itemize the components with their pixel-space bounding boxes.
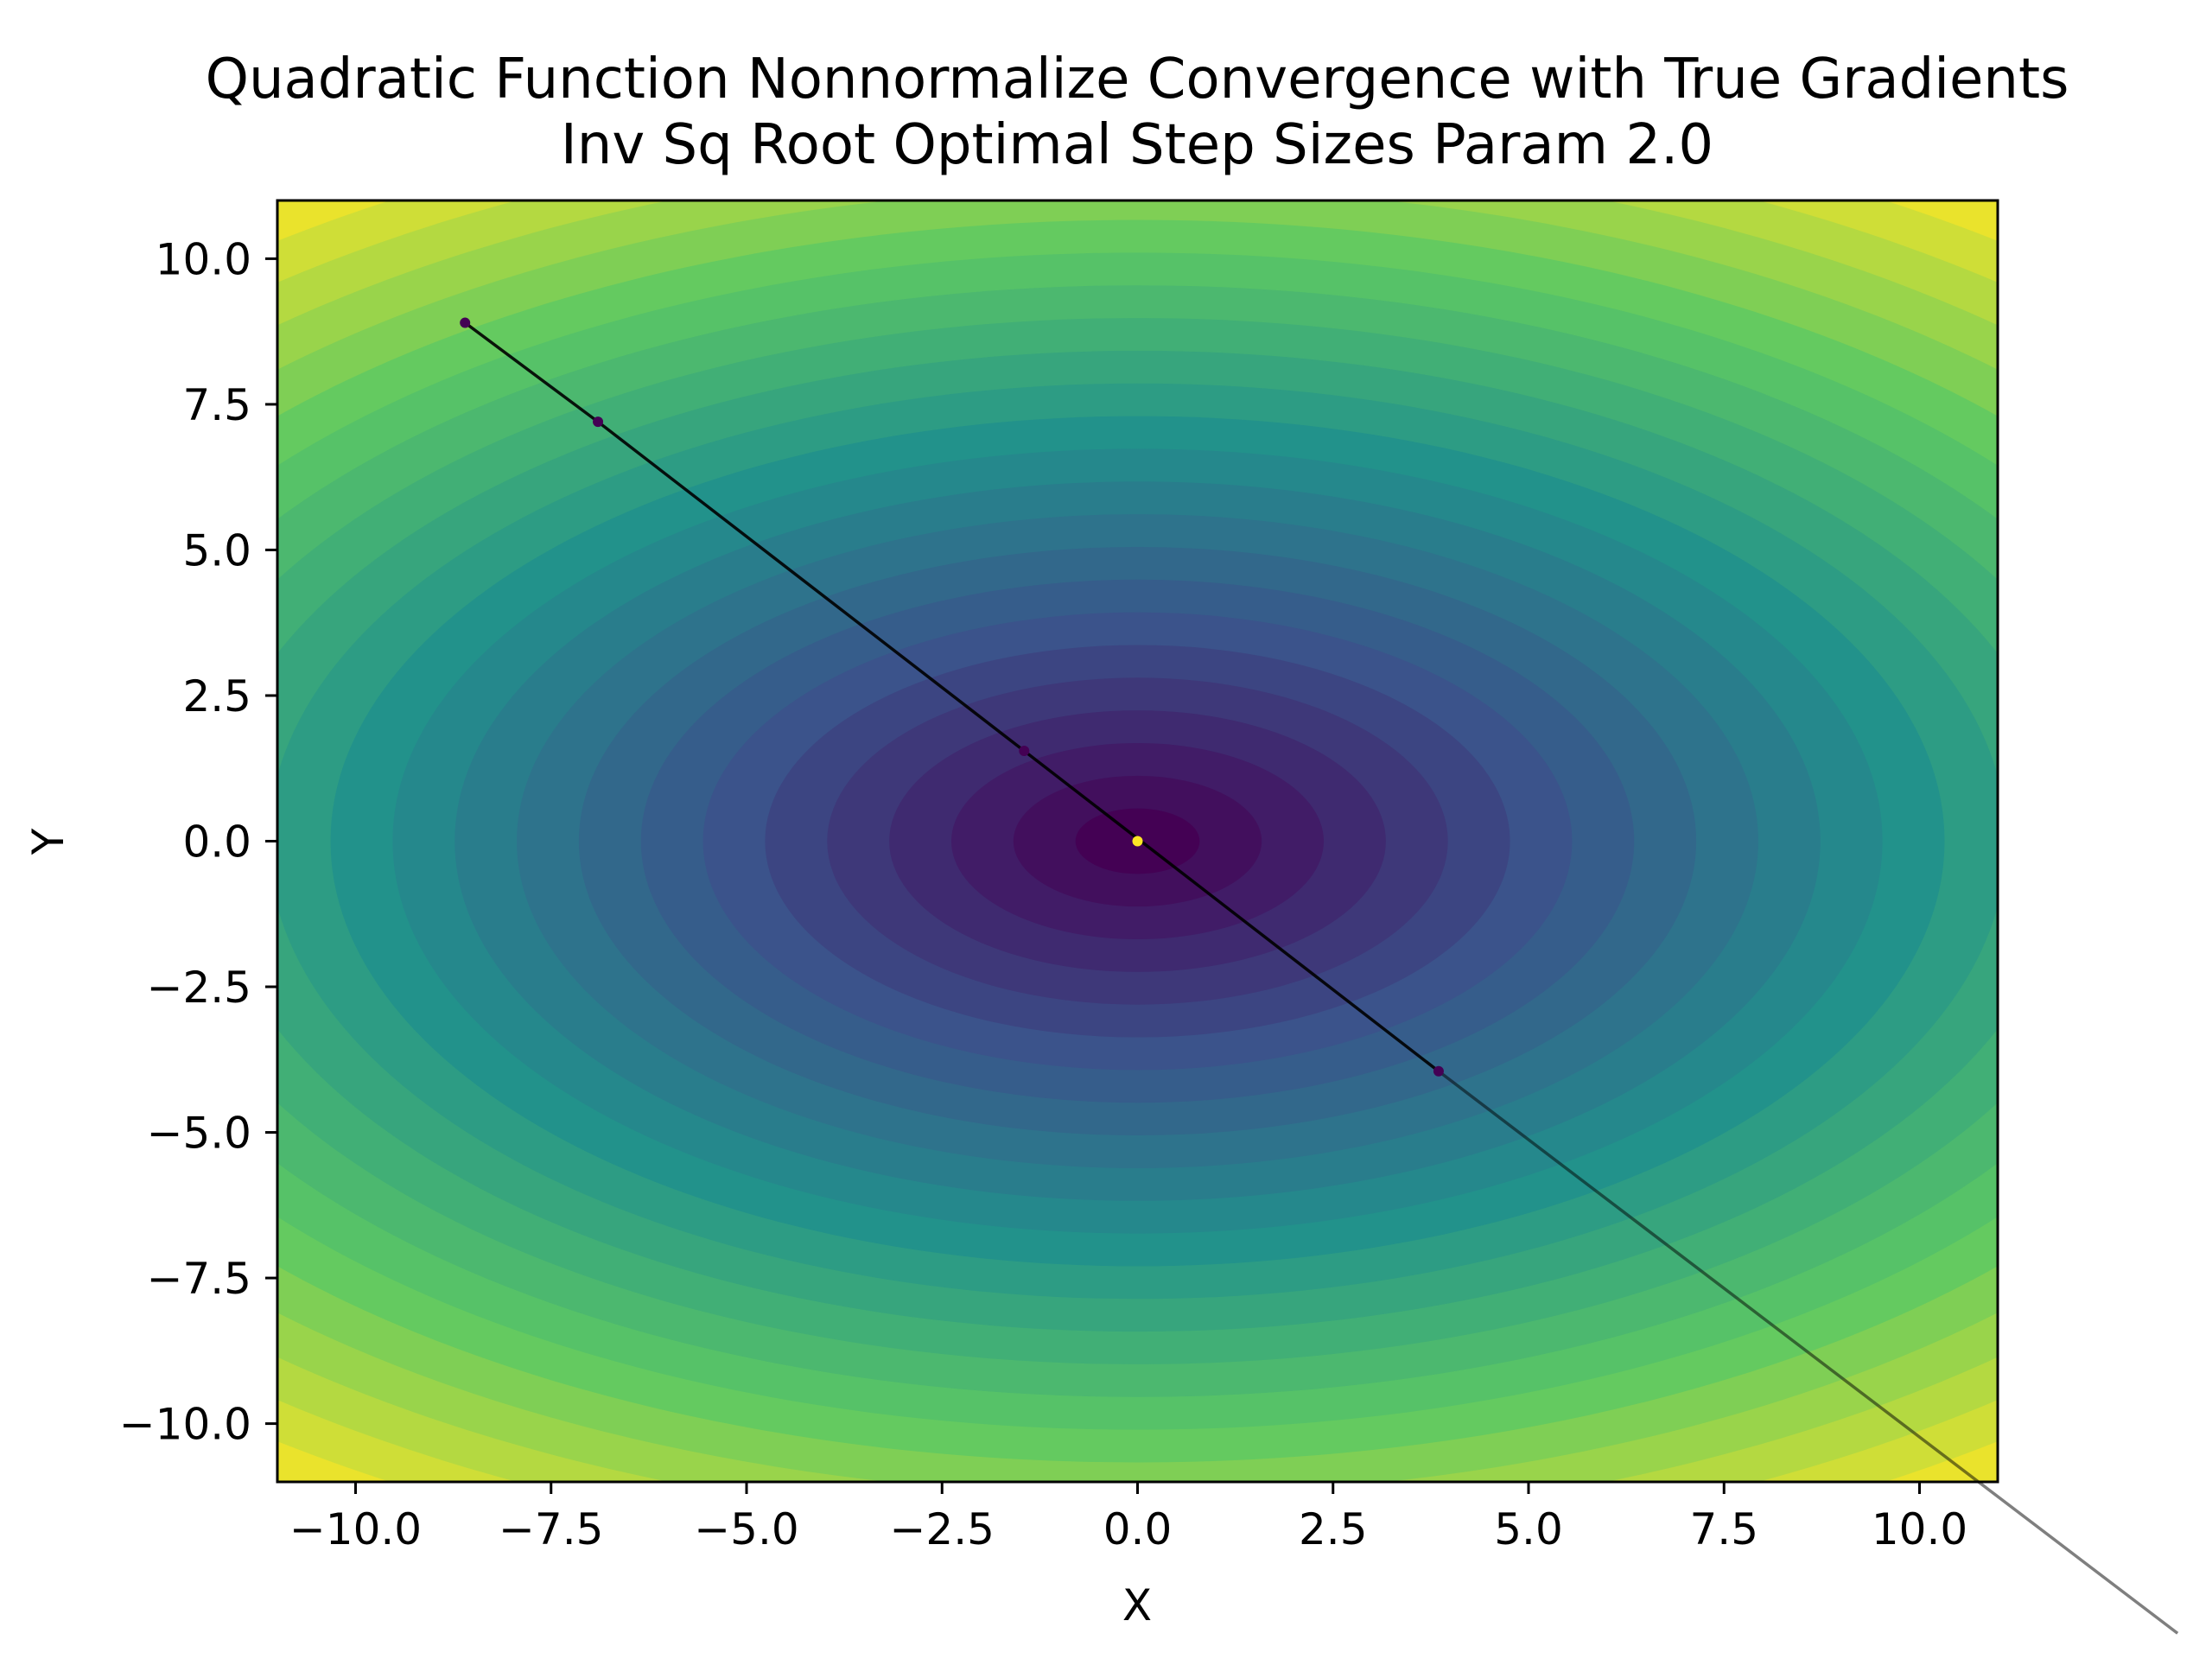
trajectory xyxy=(464,321,2179,1635)
x-tick-label: 10.0 xyxy=(1872,1504,1967,1554)
y-tick-label: 7.5 xyxy=(182,380,251,430)
trajectory-final-point xyxy=(1132,836,1143,847)
y-tick-label: −2.5 xyxy=(147,963,251,1013)
y-axis: 10.0 7.5 5.0 2.5 0.0 −2.5 −5.0 −7.5 −10.0 xyxy=(119,234,277,1450)
trajectory-segment xyxy=(1437,1070,2179,1635)
y-tick-label: −7.5 xyxy=(147,1254,251,1304)
trajectory-segment xyxy=(596,420,1026,753)
x-tick-label: 5.0 xyxy=(1494,1504,1563,1554)
chart-title: Quadratic Function Nonnormalize Converge… xyxy=(206,48,2069,111)
y-axis-label: Y xyxy=(23,828,73,855)
y-tick-label: 5.0 xyxy=(182,525,251,575)
y-tick-label: 2.5 xyxy=(182,671,251,721)
x-tick-label: −10.0 xyxy=(289,1504,422,1554)
plot-area xyxy=(276,199,2179,1635)
chart-subtitle: Inv Sq Root Optimal Step Sizes Param 2.0 xyxy=(561,113,1713,177)
x-axis-label: X xyxy=(1122,1580,1152,1630)
trajectory-segment xyxy=(464,321,600,423)
x-tick-label: −5.0 xyxy=(694,1504,798,1554)
y-tick-label: −10.0 xyxy=(119,1400,251,1450)
x-tick-label: −7.5 xyxy=(499,1504,603,1554)
x-tick-label: 0.0 xyxy=(1103,1504,1173,1554)
y-tick-label: 10.0 xyxy=(156,234,251,284)
contour-fill xyxy=(277,200,1998,1482)
trajectory-segment xyxy=(1023,749,1440,1073)
y-tick-label: −5.0 xyxy=(147,1109,251,1159)
x-tick-label: −2.5 xyxy=(890,1504,995,1554)
trajectory-point xyxy=(593,416,604,428)
x-axis: −10.0 −7.5 −5.0 −2.5 0.0 2.5 5.0 7.5 10.0 xyxy=(289,1482,1967,1554)
y-tick-label: 0.0 xyxy=(182,817,251,868)
trajectory-point xyxy=(1019,746,1030,757)
x-tick-label: 2.5 xyxy=(1299,1504,1368,1554)
trajectory-points xyxy=(460,317,1444,1077)
trajectory-point xyxy=(460,317,471,328)
x-tick-label: 7.5 xyxy=(1689,1504,1758,1554)
trajectory-point xyxy=(1433,1065,1444,1077)
